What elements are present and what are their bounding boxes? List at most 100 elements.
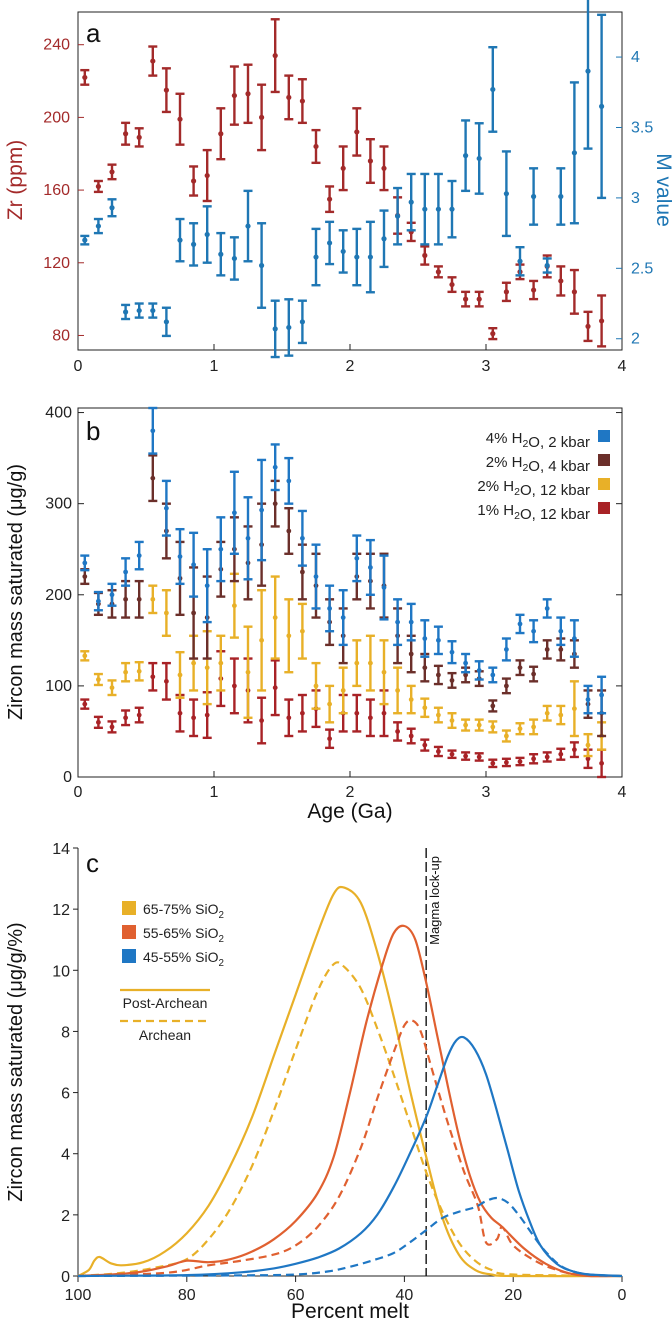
data-point <box>123 309 129 315</box>
data-point <box>109 592 115 598</box>
data-point <box>259 637 264 643</box>
data-point <box>96 598 101 604</box>
data-point <box>599 692 604 698</box>
data-point <box>558 751 564 757</box>
data-point <box>164 678 169 684</box>
legend-swatch <box>122 925 136 939</box>
y-left-tick-label: 120 <box>43 255 70 272</box>
data-point <box>136 668 142 674</box>
data-point <box>259 262 265 269</box>
data-point <box>191 715 197 721</box>
data-point <box>272 685 278 691</box>
panel-a-marks <box>80 0 607 359</box>
data-point <box>218 251 224 257</box>
y-left-tick-label: 200 <box>43 109 70 126</box>
data-point <box>558 193 564 200</box>
x-tick-label: 1 <box>210 358 219 375</box>
data-point <box>177 672 183 678</box>
data-point <box>299 319 305 325</box>
panel-b-letter: b <box>86 416 100 446</box>
data-point <box>503 191 509 197</box>
data-point <box>585 756 591 762</box>
data-point <box>327 736 332 742</box>
data-point <box>245 91 251 97</box>
legend-swatch <box>598 430 610 442</box>
data-point <box>368 660 373 666</box>
data-point <box>136 712 142 718</box>
y-tick-label: 14 <box>52 841 70 858</box>
data-point <box>204 712 210 718</box>
data-point <box>96 677 101 682</box>
legend-label: 2% H2O, 12 kbar <box>477 478 590 499</box>
data-point <box>177 710 183 716</box>
data-point <box>422 742 428 748</box>
data-point <box>585 697 591 702</box>
data-point <box>558 712 564 718</box>
data-point <box>340 248 346 255</box>
data-point <box>571 150 578 156</box>
data-point <box>599 760 604 766</box>
data-point <box>150 674 156 680</box>
series-line <box>77 961 623 1278</box>
data-point <box>490 703 496 709</box>
data-point <box>82 653 88 659</box>
data-point <box>313 254 319 260</box>
data-point <box>313 143 319 150</box>
x-tick-label: 2 <box>346 784 355 801</box>
data-point <box>191 660 197 666</box>
data-point <box>571 289 578 295</box>
data-point <box>191 178 197 184</box>
data-point <box>436 749 441 754</box>
data-point <box>259 507 264 513</box>
data-point <box>585 323 591 329</box>
data-point <box>449 751 455 757</box>
data-point <box>517 258 523 264</box>
y-tick-label: 6 <box>61 1086 70 1103</box>
x-tick-label: 80 <box>178 1287 196 1304</box>
data-point <box>381 669 387 675</box>
data-point <box>218 660 224 666</box>
data-point <box>299 98 305 104</box>
data-point <box>136 134 142 140</box>
data-point <box>490 724 496 730</box>
x-tick-label: 1 <box>210 784 219 801</box>
data-point <box>286 94 292 101</box>
data-point <box>585 742 591 748</box>
data-point <box>531 287 537 293</box>
data-point <box>109 685 115 691</box>
data-point <box>476 296 482 302</box>
data-point <box>368 715 373 721</box>
y-left-tick-label: 80 <box>52 327 70 344</box>
data-point <box>163 87 169 93</box>
data-point <box>381 236 387 242</box>
data-point <box>286 324 292 331</box>
data-point <box>109 205 115 211</box>
data-point <box>82 74 88 81</box>
data-point <box>572 747 577 753</box>
data-point <box>463 153 469 159</box>
data-point <box>422 252 428 259</box>
y-tick-label: 200 <box>45 587 72 604</box>
data-point <box>191 241 197 247</box>
data-point <box>286 478 292 484</box>
panel-c-legend: 65-75% SiO2 55-65% SiO2 45-55% SiO2 Post-Ar… <box>120 901 224 1043</box>
y-right-tick-label: 3.5 <box>631 119 653 136</box>
data-point <box>436 712 441 718</box>
data-point <box>95 183 101 190</box>
legend-label: 1% H2O, 12 kbar <box>477 502 590 523</box>
data-point <box>531 193 537 200</box>
data-point <box>572 706 577 712</box>
data-point <box>123 569 128 575</box>
data-point <box>544 262 550 269</box>
y-right-tick-label: 3 <box>631 190 640 207</box>
panel-a-ylabel-right: M value <box>652 153 672 227</box>
legend-label: 2% H2O, 4 kbar <box>486 454 590 475</box>
data-point <box>585 68 591 74</box>
data-point <box>313 683 319 689</box>
data-point <box>150 596 156 602</box>
data-point <box>517 665 523 671</box>
data-point <box>136 307 142 314</box>
panel-b-marks <box>80 406 607 779</box>
y-left-tick-label: 160 <box>43 182 70 199</box>
